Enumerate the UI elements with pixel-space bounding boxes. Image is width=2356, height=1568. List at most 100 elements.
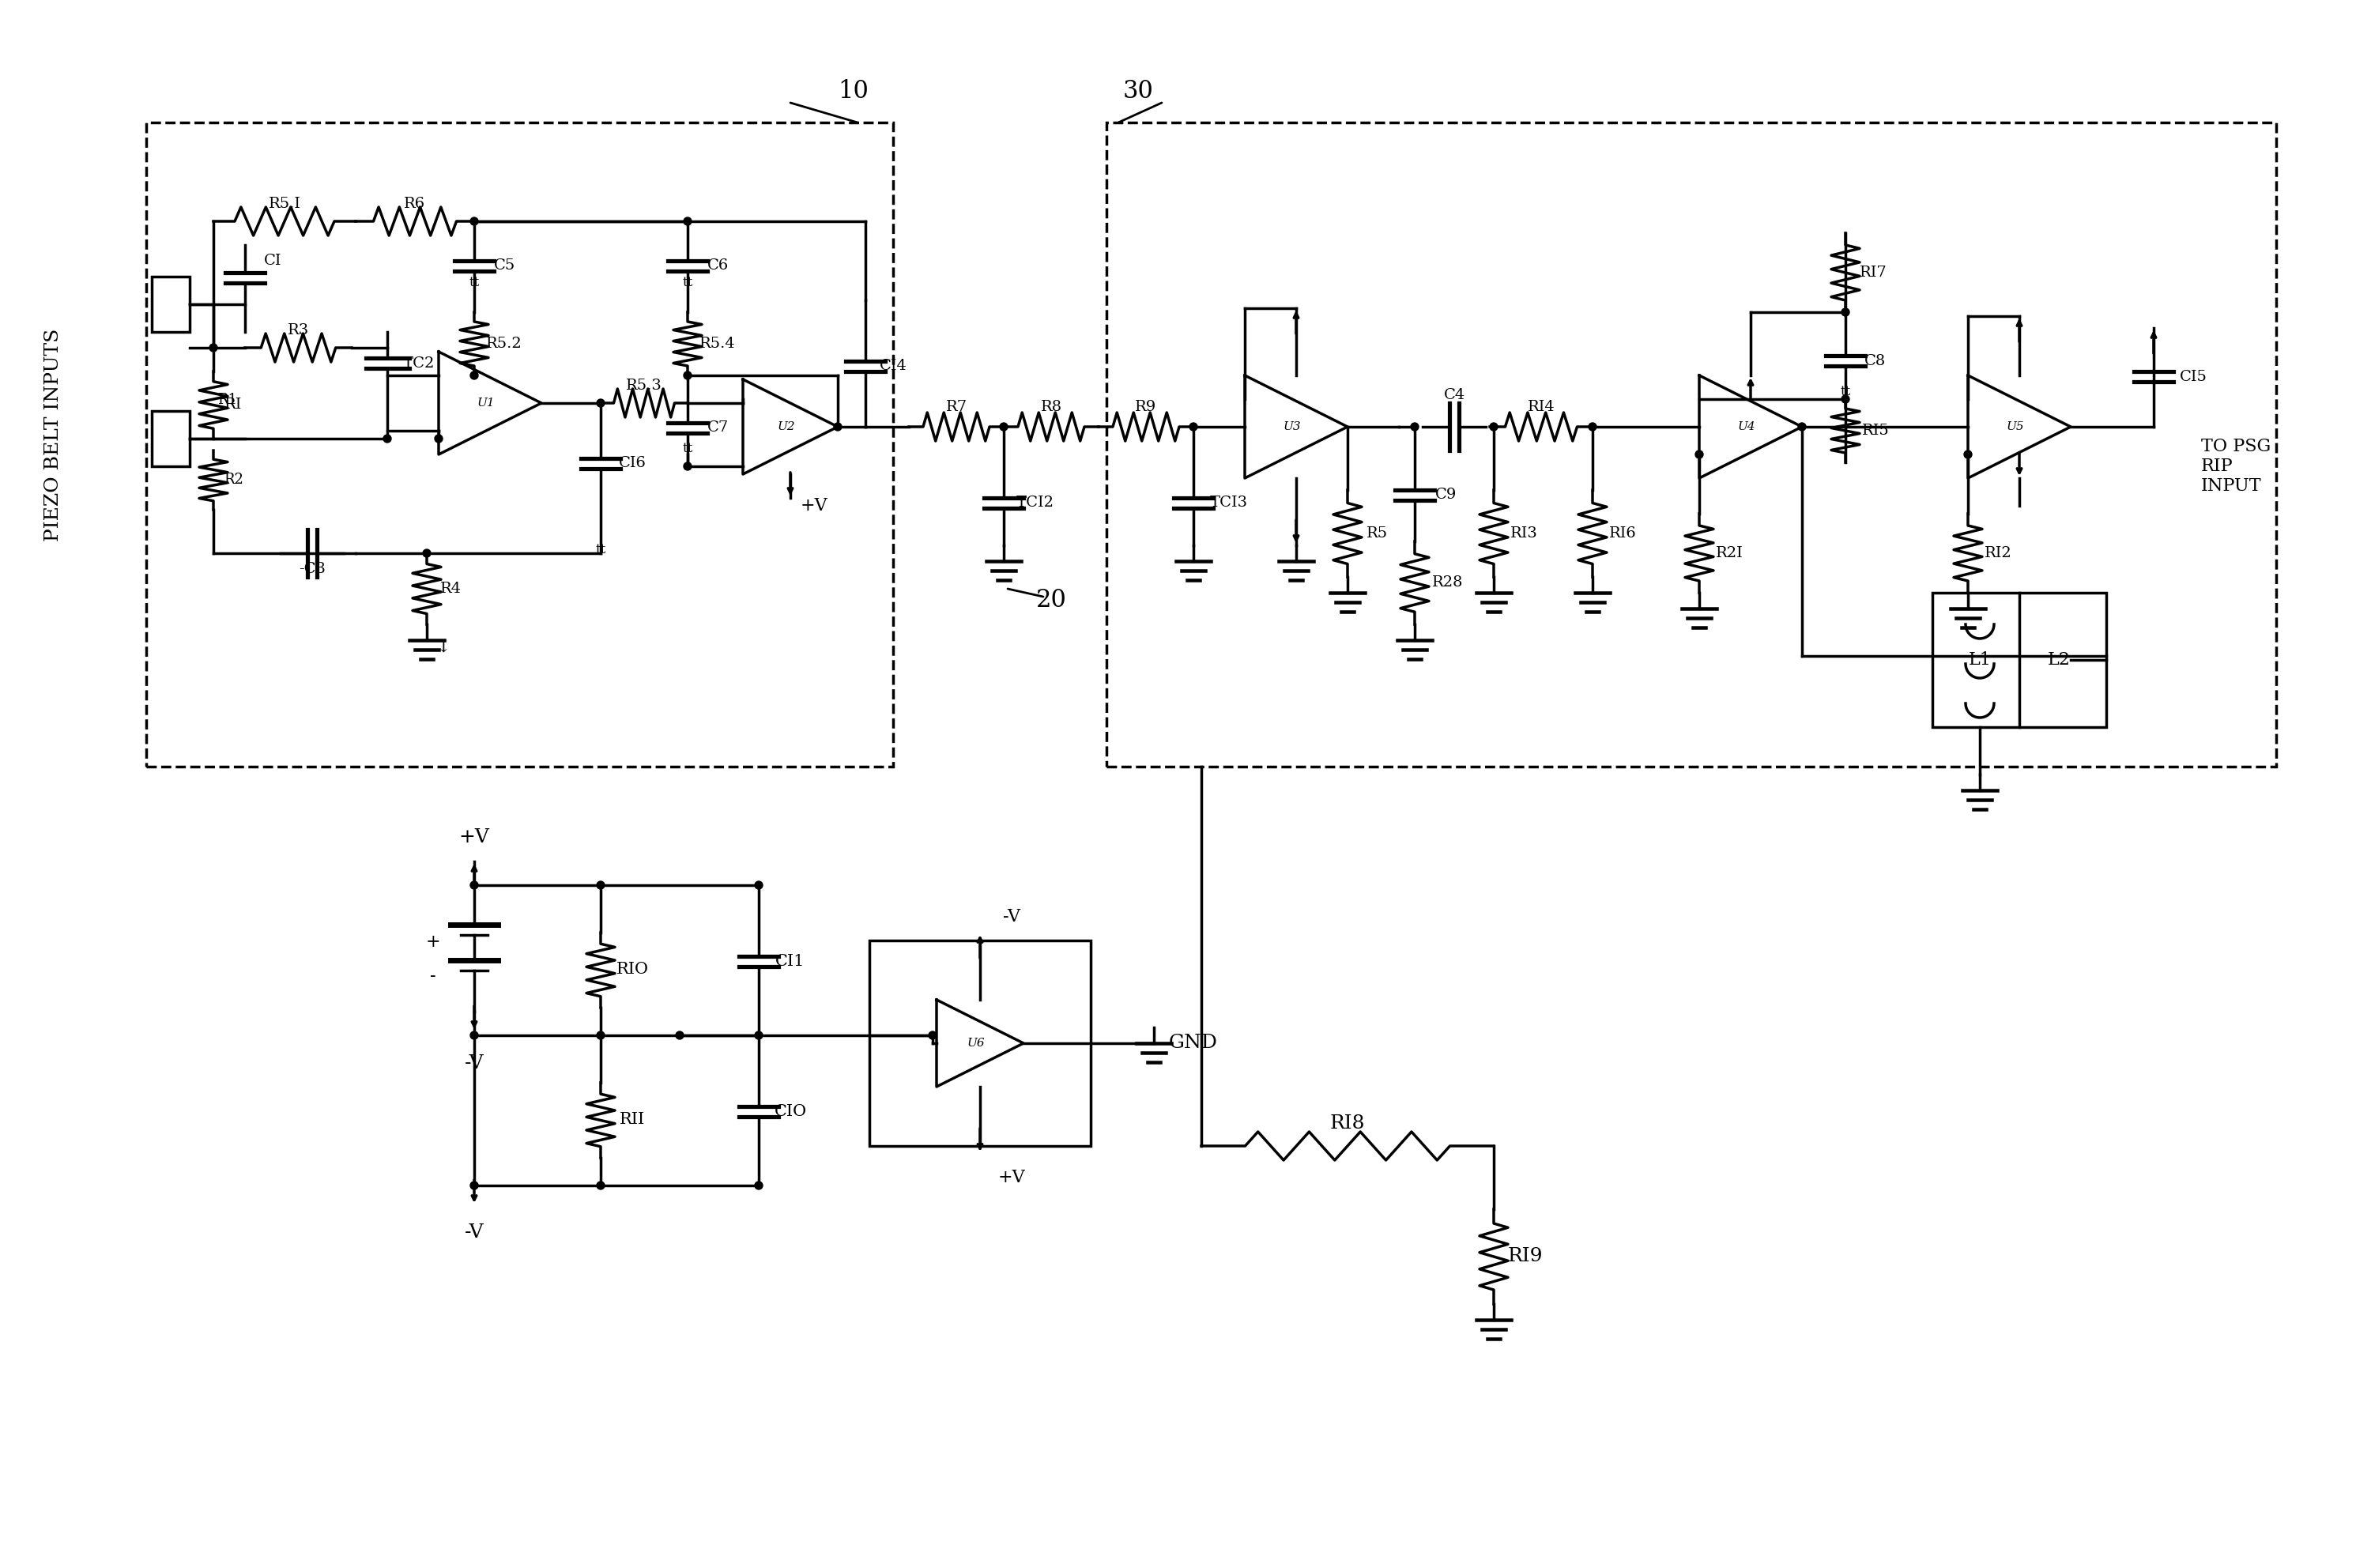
Text: +: + [426, 933, 441, 950]
Text: TCI3: TCI3 [1211, 495, 1249, 510]
Bar [151, 411, 191, 466]
Text: U1: U1 [478, 398, 495, 409]
Circle shape [1190, 423, 1197, 431]
Circle shape [1696, 450, 1703, 458]
Text: C5: C5 [492, 259, 516, 273]
Circle shape [596, 881, 605, 889]
Text: RI2: RI2 [1984, 546, 2012, 560]
Circle shape [754, 1182, 763, 1190]
Circle shape [596, 400, 605, 408]
Text: RI6: RI6 [1609, 527, 1637, 541]
Text: C9: C9 [1435, 488, 1456, 502]
Text: R8: R8 [1041, 400, 1063, 414]
Circle shape [471, 1182, 478, 1190]
Text: tt: tt [469, 276, 478, 290]
Circle shape [596, 1032, 605, 1040]
Text: C4: C4 [1444, 387, 1465, 403]
Text: CI6: CI6 [620, 456, 646, 470]
Text: -V: -V [1004, 908, 1020, 925]
Text: -C3: -C3 [299, 561, 325, 575]
Text: R5.2: R5.2 [485, 337, 523, 351]
Text: tt: tt [596, 543, 605, 557]
Text: R7: R7 [945, 400, 966, 414]
Circle shape [683, 372, 693, 379]
Text: CI: CI [264, 254, 283, 268]
Text: 30: 30 [1124, 78, 1154, 103]
Text: R2I: R2I [1715, 546, 1743, 560]
Text: -: - [431, 967, 436, 985]
Bar [1107, 122, 2276, 767]
Circle shape [422, 549, 431, 557]
Text: U3: U3 [1284, 422, 1301, 433]
Text: R4: R4 [441, 582, 462, 596]
Text: -V: -V [464, 1054, 483, 1073]
Text: +V: +V [459, 828, 490, 847]
Circle shape [384, 434, 391, 442]
Circle shape [436, 434, 443, 442]
Text: +V: +V [999, 1168, 1025, 1187]
Text: ↓: ↓ [436, 640, 450, 657]
Text: CI4: CI4 [879, 359, 907, 373]
Circle shape [683, 463, 693, 470]
Text: tt: tt [683, 276, 693, 290]
Circle shape [999, 423, 1008, 431]
Circle shape [834, 423, 841, 431]
Text: U5: U5 [2007, 422, 2024, 433]
Text: C7: C7 [707, 420, 728, 434]
Text: CI5: CI5 [2179, 370, 2208, 384]
Text: RII: RII [620, 1112, 646, 1127]
Text: PIEZO BELT INPUTS: PIEZO BELT INPUTS [45, 328, 64, 541]
Text: R3: R3 [287, 323, 309, 337]
Text: U4: U4 [1739, 422, 1755, 433]
Circle shape [471, 1032, 478, 1040]
Text: U6: U6 [966, 1038, 985, 1049]
Text: RIO: RIO [615, 963, 648, 977]
Text: R5.3: R5.3 [627, 378, 662, 394]
Circle shape [1842, 309, 1849, 317]
Text: 20: 20 [1037, 588, 1067, 613]
Text: R28: R28 [1432, 575, 1463, 590]
Text: R1: R1 [217, 394, 238, 408]
Text: RI9: RI9 [1508, 1248, 1543, 1265]
Circle shape [1842, 395, 1849, 403]
Text: RI: RI [224, 398, 243, 412]
Text: R5.I: R5.I [269, 198, 302, 212]
Text: RI3: RI3 [1510, 527, 1538, 541]
Text: tt: tt [683, 442, 693, 456]
Bar [1932, 593, 2106, 728]
Text: TC2: TC2 [403, 356, 436, 370]
Text: R2: R2 [224, 472, 243, 486]
Bar [869, 941, 1091, 1146]
Text: tt: tt [1840, 384, 1852, 398]
Circle shape [1965, 450, 1972, 458]
Text: CI1: CI1 [775, 953, 806, 969]
Circle shape [471, 218, 478, 226]
Text: R6: R6 [405, 198, 426, 212]
Circle shape [471, 881, 478, 889]
Text: TCI2: TCI2 [1015, 495, 1055, 510]
Text: R5: R5 [1366, 527, 1388, 541]
Text: RI5: RI5 [1861, 423, 1890, 437]
Text: RI8: RI8 [1329, 1115, 1364, 1134]
Text: GND: GND [1169, 1035, 1218, 1052]
Text: +V: +V [801, 497, 827, 514]
Circle shape [928, 1032, 938, 1040]
Circle shape [754, 1032, 763, 1040]
Text: L2: L2 [2047, 651, 2071, 668]
Circle shape [1411, 423, 1418, 431]
Text: U2: U2 [777, 422, 796, 433]
Circle shape [754, 881, 763, 889]
Text: RI4: RI4 [1527, 400, 1555, 414]
Text: 10: 10 [839, 78, 869, 103]
Text: RI7: RI7 [1859, 265, 1887, 279]
Circle shape [683, 218, 693, 226]
Circle shape [676, 1032, 683, 1040]
Circle shape [596, 1182, 605, 1190]
Circle shape [1489, 423, 1498, 431]
Bar [146, 122, 893, 767]
Bar [151, 276, 191, 332]
Text: R9: R9 [1136, 400, 1157, 414]
Text: C6: C6 [707, 259, 728, 273]
Circle shape [210, 343, 217, 351]
Text: CIO: CIO [775, 1104, 806, 1118]
